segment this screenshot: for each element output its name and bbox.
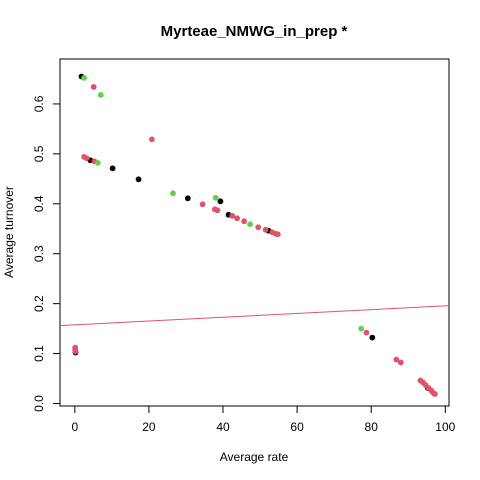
- data-point: [199, 201, 206, 208]
- y-axis-label: Average turnover: [2, 186, 16, 278]
- x-tick-label: 100: [435, 420, 455, 434]
- data-point: [262, 226, 269, 233]
- data-point: [90, 84, 97, 90]
- data-point: [212, 194, 219, 201]
- data-point: [217, 198, 224, 205]
- regression-line-group: [59, 305, 450, 327]
- data-point: [72, 348, 79, 355]
- data-point: [241, 218, 248, 225]
- data-point: [234, 215, 240, 222]
- data-point: [229, 212, 236, 219]
- y-tick-label: 0.2: [32, 295, 46, 312]
- data-point: [148, 136, 155, 143]
- x-axis-label: Average rate: [220, 450, 289, 464]
- y-tick-label: 0.4: [32, 195, 46, 212]
- x-axis: 0 20 40 60 80 100: [71, 406, 456, 434]
- data-points: [72, 73, 438, 397]
- data-point: [247, 221, 253, 228]
- data-point: [255, 224, 262, 231]
- data-point: [432, 391, 438, 397]
- data-point: [97, 92, 104, 98]
- x-tick-label: 0: [71, 420, 78, 434]
- chart-title: Myrteae_NMWG_in_prep *: [161, 23, 348, 40]
- data-point: [109, 165, 116, 172]
- data-point: [274, 231, 281, 238]
- y-tick-label: 0.5: [32, 145, 46, 162]
- y-tick-label: 0.1: [32, 345, 46, 362]
- data-point: [135, 176, 142, 183]
- data-point: [170, 190, 176, 197]
- data-point: [81, 75, 87, 81]
- data-point: [83, 155, 90, 162]
- regression-line: [59, 305, 450, 327]
- y-tick-label: 0.6: [32, 95, 46, 112]
- data-point: [184, 195, 191, 202]
- x-tick-label: 60: [290, 420, 304, 434]
- plot-frame: [59, 58, 450, 407]
- y-axis: 0.0 0.1 0.2 0.3 0.4 0.5 0.6: [32, 95, 60, 412]
- y-tick-label: 0.0: [32, 395, 46, 412]
- x-tick-label: 20: [142, 420, 156, 434]
- data-point: [393, 356, 400, 363]
- x-tick-label: 80: [365, 420, 379, 434]
- data-point: [397, 359, 404, 366]
- x-tick-label: 40: [216, 420, 230, 434]
- data-point: [94, 159, 101, 166]
- data-point: [358, 325, 365, 332]
- y-tick-label: 0.3: [32, 245, 46, 262]
- data-point: [369, 334, 376, 341]
- data-point: [363, 329, 370, 336]
- data-point: [214, 207, 221, 214]
